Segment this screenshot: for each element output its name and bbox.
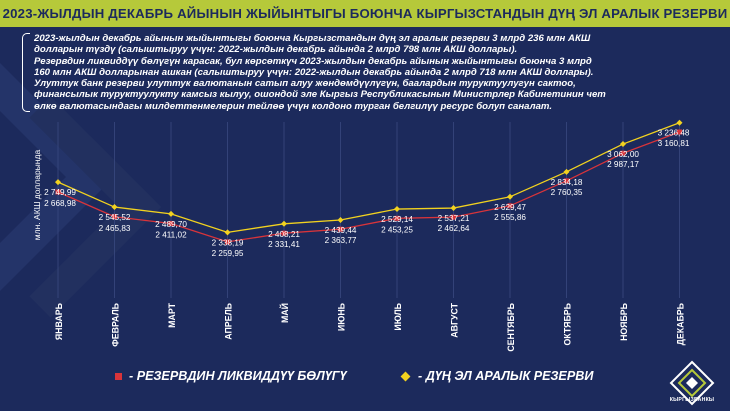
gross-data-label: 3 236,48	[658, 129, 690, 138]
x-tick-label: ИЮНЬ	[337, 302, 347, 331]
liquid-point	[507, 203, 513, 209]
x-tick-label: НОЯБРЬ	[619, 302, 629, 341]
liquid-data-label: 2 555,86	[494, 213, 526, 222]
liquid-data-label: 2 987,17	[607, 160, 639, 169]
liquid-point	[451, 214, 456, 220]
gross-point	[507, 193, 513, 200]
note-bracket	[22, 33, 30, 112]
legend-label-gross: - ДҮҢ ЭЛ АРАЛЫК РЕЗЕРВИ	[418, 369, 594, 383]
gross-point	[337, 216, 344, 223]
x-tick-label: МАЙ	[279, 303, 290, 323]
bank-logo-text: КЫРГЫЗБАНКЫ	[669, 397, 715, 403]
note-line: Резервдин ликвиддүү бөлүгүн карасак, бул…	[34, 55, 592, 67]
legend-item-gross: - ДҮҢ ЭЛ АРАЛЫК РЕЗЕРВИ	[400, 367, 594, 385]
liquid-point	[281, 230, 287, 236]
liquid-point	[677, 129, 682, 135]
gross-point	[224, 229, 231, 236]
gross-point	[450, 205, 457, 212]
gross-data-label: 3 062,00	[607, 150, 639, 159]
gross-data-label: 2 749,99	[44, 188, 76, 197]
gross-data-label: 2 408,21	[268, 230, 300, 239]
gross-data-label: 2 489,70	[155, 220, 187, 229]
liquid-data-label: 2 411,02	[155, 230, 187, 239]
liquid-data-label: 2 465,83	[99, 224, 131, 233]
liquid-data-label: 3 160,81	[658, 139, 690, 148]
summary-note: 2023-жылдын декабрь айынын жыйынтыгы бою…	[24, 33, 704, 112]
liquid-data-label: 2 363,77	[325, 236, 357, 245]
legend-square-marker	[115, 372, 122, 380]
liquid-point	[225, 239, 230, 245]
liquid-reserves-line	[57, 131, 680, 243]
liquid-point	[112, 214, 117, 220]
gross-point	[111, 204, 118, 211]
gross-reserves-line	[57, 122, 680, 234]
liquid-data-label: 2 259,95	[212, 249, 244, 258]
background-chevron-decoration	[0, 62, 162, 318]
gross-data-label: 2 545,52	[99, 213, 131, 222]
liquid-point	[168, 220, 174, 226]
liquid-point	[620, 150, 626, 156]
note-line: долларын түздү (салыштыруу үчүн: 2022-жы…	[34, 44, 518, 56]
gross-point	[620, 141, 626, 148]
note-line: 160 млн АКШ долларынан ашкан (салыштыруу…	[34, 66, 594, 78]
x-tick-label: ДЕКАБРЬ	[676, 302, 686, 345]
x-tick-label: ОКТЯБРЬ	[563, 302, 573, 345]
liquid-data-label: 2 453,25	[381, 225, 413, 234]
gross-data-label: 2 338,19	[212, 238, 244, 247]
gross-data-label: 2 439,44	[325, 226, 357, 235]
liquid-point	[55, 189, 61, 195]
gross-point	[281, 220, 287, 227]
x-tick-label: АПРЕЛЬ	[224, 302, 234, 339]
gross-point	[563, 168, 570, 175]
liquid-data-label: 2 668,98	[44, 199, 76, 208]
liquid-data-label: 2 331,41	[268, 240, 300, 249]
liquid-point	[564, 178, 569, 184]
x-tick-label: ИЮЛЬ	[393, 302, 403, 330]
liquid-data-label: 2 462,64	[438, 224, 470, 233]
gross-data-label: 2 537,21	[438, 214, 470, 223]
legend-diamond-marker	[400, 371, 411, 381]
liquid-data-label: 2 760,35	[551, 188, 583, 197]
legend-label-liquid: - РЕЗЕРВДИН ЛИКВИДДҮҮ БӨЛҮГҮ	[129, 369, 347, 383]
gross-point	[394, 206, 400, 213]
legend-item-liquid: - РЕЗЕРВДИН ЛИКВИДДҮҮ БӨЛҮГҮ	[115, 367, 346, 385]
note-line: Улуттук банк резерви улуттук валютанын с…	[34, 78, 576, 90]
gross-point	[55, 179, 61, 186]
x-tick-label: ЯНВАРЬ	[54, 302, 64, 340]
gross-point	[676, 119, 683, 126]
bank-logo-icon	[669, 360, 715, 406]
note-line: финансылык туруктуулукту камсыз кылуу, о…	[34, 89, 606, 101]
page-title: 2023-ЖЫЛДЫН ДЕКАБРЬ АЙЫНЫН ЖЫЙЫНТЫГЫ БОЮ…	[0, 0, 730, 27]
liquid-point	[394, 215, 400, 221]
gross-data-label: 2 629,47	[494, 203, 526, 212]
gross-point	[168, 210, 174, 217]
note-line: өлкө валютасындагы милдеттенмелерин тейл…	[34, 100, 552, 112]
gross-data-label: 2 834,18	[551, 178, 583, 187]
x-tick-label: ФЕВРАЛЬ	[111, 302, 121, 346]
x-tick-label: МАРТ	[167, 302, 177, 327]
x-tick-label: АВГУСТ	[450, 302, 460, 337]
liquid-point	[338, 226, 343, 232]
gross-data-label: 2 529,14	[381, 215, 413, 224]
note-line: 2023-жылдын декабрь айынын жыйынтыгы бою…	[34, 33, 591, 44]
x-tick-label: СЕНТЯБРЬ	[506, 302, 516, 351]
